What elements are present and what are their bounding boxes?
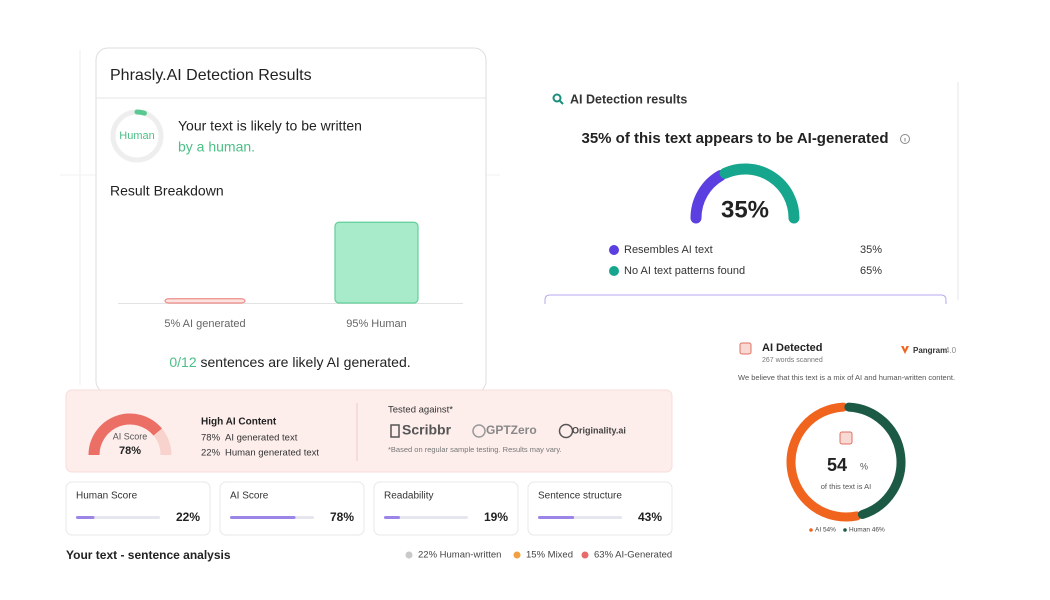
analysis-title: Your text - sentence analysis xyxy=(66,548,231,562)
breakdown-bar xyxy=(334,221,419,304)
score-gauge-value: 78% xyxy=(119,445,141,457)
score-card xyxy=(373,481,519,536)
card-fill xyxy=(538,516,575,519)
legend-dot xyxy=(609,245,619,255)
breakdown-bar xyxy=(164,298,246,304)
tool-logo xyxy=(390,424,400,438)
score-row-value: 22% xyxy=(201,448,221,459)
phrasly-panel xyxy=(95,47,487,394)
pangram-legend-label: Human 46% xyxy=(849,527,885,534)
score-row-value: 78% xyxy=(201,433,221,444)
details-box-edge xyxy=(544,294,947,304)
breakdown-title: Result Breakdown xyxy=(110,183,224,199)
donut-unit: % xyxy=(860,461,868,471)
pangram-logo xyxy=(901,346,909,354)
card-title: AI Score xyxy=(230,491,269,502)
card-track xyxy=(384,516,468,519)
card-track xyxy=(76,516,160,519)
donut-icon xyxy=(839,431,853,445)
score-row-text: AI generated text xyxy=(225,433,298,444)
legend-dot xyxy=(609,266,619,276)
score-gauge-fill xyxy=(88,413,162,456)
card-fill xyxy=(76,516,95,519)
donut-segment xyxy=(844,402,906,519)
bar-label: 5% AI generated xyxy=(164,318,245,330)
gauge-segment xyxy=(719,163,800,224)
card-value: 19% xyxy=(484,510,508,524)
badge-label: Human xyxy=(119,130,154,142)
tool-name: Scribbr xyxy=(402,422,452,438)
detection-title: AI Detection results xyxy=(570,92,687,106)
pangram-brand: Pangram xyxy=(913,346,947,355)
bar-label: 95% Human xyxy=(346,318,407,330)
donut-segment xyxy=(786,402,862,522)
pangram-title: AI Detected xyxy=(762,342,823,354)
card-title: Sentence structure xyxy=(538,491,622,502)
score-card xyxy=(219,481,365,536)
ai-icon xyxy=(739,342,752,355)
analysis-legend-label: 22% Human-written xyxy=(418,550,501,561)
verdict-highlight: by a human. xyxy=(178,139,255,155)
gauge-value: 35% xyxy=(721,196,769,223)
card-value: 78% xyxy=(330,510,354,524)
sentences-summary: 0/12 sentences are likely AI generated. xyxy=(169,354,410,370)
pangram-message: We believe that this text is a mix of AI… xyxy=(738,373,956,382)
phrasly-title: Phrasly.AI Detection Results xyxy=(110,67,312,84)
detection-headline: 35% of this text appears to be AI-genera… xyxy=(581,130,888,147)
tool-logo xyxy=(558,423,574,439)
message-box: We believe that this text is a mix of AI… xyxy=(738,373,956,382)
sentences-text: sentences are likely AI generated. xyxy=(197,354,411,370)
tool-logo xyxy=(472,424,486,438)
donut-caption: of this text is AI xyxy=(821,482,871,491)
tested-title: Tested against* xyxy=(388,405,453,416)
score-card xyxy=(65,481,211,536)
score-card xyxy=(527,481,673,536)
score-heading: High AI Content xyxy=(201,417,277,428)
info-icon xyxy=(900,134,910,144)
score-panel xyxy=(65,389,673,473)
score-gauge-title: AI Score xyxy=(113,431,148,441)
analysis-legend-dot xyxy=(581,551,589,559)
pangram-legend-dot xyxy=(809,528,813,532)
score-row-text: Human generated text xyxy=(225,448,319,459)
legend-label: Resembles AI text xyxy=(624,244,713,256)
pangram-words: 267 words scanned xyxy=(762,357,823,364)
donut-value: 54 xyxy=(827,455,847,475)
tool-name: Originality.ai xyxy=(572,425,626,435)
card-value: 43% xyxy=(638,510,662,524)
gauge-segment xyxy=(690,170,726,224)
card-title: Readability xyxy=(384,491,433,502)
card-fill xyxy=(230,516,296,519)
search-icon xyxy=(552,93,562,103)
tool-name: GPTZero xyxy=(486,423,537,437)
sentences-count: 0/12 xyxy=(169,354,196,370)
analysis-legend-label: 63% AI-Generated xyxy=(594,550,672,561)
pangram-legend-dot xyxy=(843,528,847,532)
legend-label: No AI text patterns found xyxy=(624,265,745,277)
pangram-version: 4.0 xyxy=(945,346,957,355)
pangram-legend-label: AI 54% xyxy=(815,527,836,534)
card-value: 22% xyxy=(176,510,200,524)
tested-note: *Based on regular sample testing. Result… xyxy=(388,445,562,454)
search-icon-handle xyxy=(559,100,564,105)
legend-value: 65% xyxy=(860,265,882,277)
card-fill xyxy=(384,516,400,519)
verdict-text: Your text is likely to be written xyxy=(178,118,362,134)
analysis-legend-dot xyxy=(405,551,413,559)
card-title: Human Score xyxy=(76,491,138,502)
analysis-legend-dot xyxy=(513,551,521,559)
analysis-legend-label: 15% Mixed xyxy=(526,550,573,561)
badge-arc xyxy=(134,109,147,116)
legend-value: 35% xyxy=(860,244,882,256)
